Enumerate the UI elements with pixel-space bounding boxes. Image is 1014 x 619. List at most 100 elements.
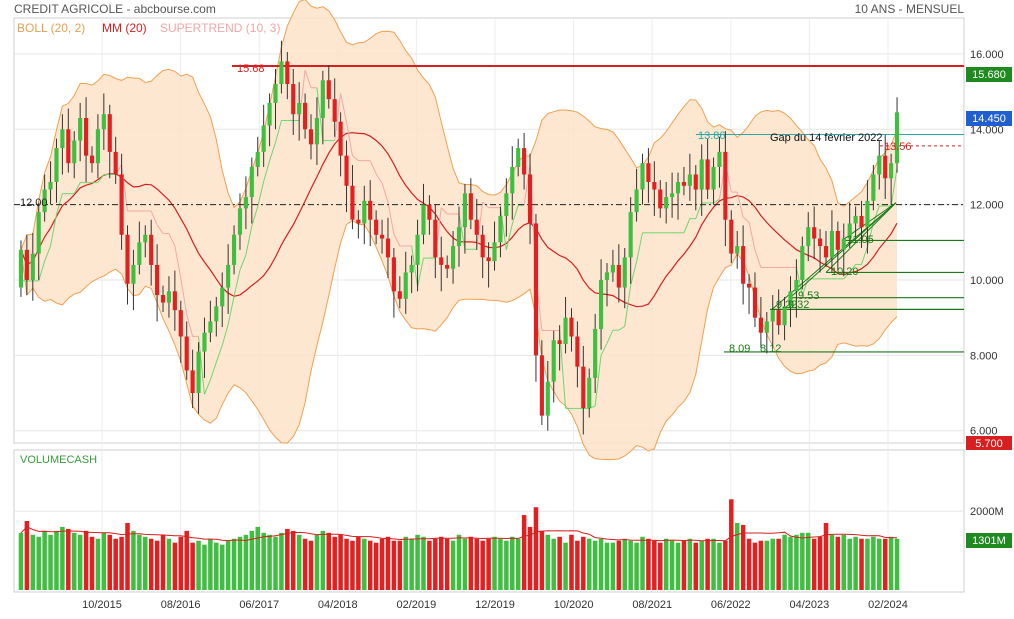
candle-body [717, 151, 722, 167]
candle-body [853, 215, 858, 224]
supertrend-segment [227, 296, 235, 325]
supertrend-segment [38, 260, 46, 282]
volume-bar [640, 536, 645, 590]
badge-low [966, 436, 1012, 450]
candle-body [664, 197, 669, 209]
volume-bar [888, 536, 894, 590]
candle-body [545, 381, 550, 416]
supertrend-segment [221, 324, 229, 346]
volume-bar [752, 542, 758, 590]
time-tick-label: 04/2018 [318, 599, 358, 611]
volume-bar [823, 522, 829, 590]
candle-body [255, 151, 260, 167]
annotation-s5: 9.32 [788, 299, 809, 311]
axes: 16.000 14.000 12.000 10.000 8.000 6.000 2000M 1… [82, 49, 1004, 611]
supertrend-segment [316, 87, 324, 141]
volume-bar [373, 542, 379, 590]
candle-body [18, 249, 24, 288]
volume-bar [811, 538, 817, 590]
supertrend-segment [239, 254, 247, 271]
volume-bar [705, 538, 710, 590]
volume-bar [60, 526, 65, 590]
price-levels [14, 64, 964, 353]
candle-body [616, 264, 621, 288]
volume-bar [592, 540, 598, 590]
candle-body [788, 291, 793, 307]
volume-bar [521, 515, 527, 590]
candle-body [628, 212, 633, 258]
volume-bar [279, 532, 284, 590]
candle-body [297, 102, 302, 115]
time-tick-label: 02/2019 [397, 599, 437, 611]
candle-body [646, 163, 651, 183]
candle-body [308, 129, 314, 145]
volume-bar [421, 536, 426, 590]
volume-bar [604, 542, 610, 590]
supertrend-segment [795, 267, 803, 296]
badge-last-label: 14.450 [972, 113, 1006, 125]
candle-body [699, 159, 704, 190]
annotation-s7: 8.12 [760, 343, 781, 355]
supertrend-segment [156, 224, 164, 234]
volume-bar [148, 538, 154, 590]
volume-bar [397, 540, 403, 590]
candle-body [237, 208, 243, 235]
volume-bar [95, 538, 101, 590]
supertrend-segment [251, 206, 259, 227]
volume-bar [504, 540, 509, 590]
candle-body [776, 310, 781, 326]
volume-bar [557, 536, 562, 590]
candle-body [190, 370, 195, 394]
volume-bar [409, 538, 414, 590]
candle-body [95, 129, 100, 164]
candle-body [445, 264, 450, 269]
supertrend-segment [174, 245, 182, 279]
time-tick-label: 04/2023 [790, 599, 830, 611]
volume-bar [77, 534, 83, 590]
volume-bar [107, 534, 113, 590]
volume-bar [847, 538, 852, 590]
candle-body [823, 246, 829, 258]
candle-body [806, 227, 811, 247]
volume-bar [243, 534, 249, 590]
volume-bar [190, 542, 195, 590]
candle-body [640, 163, 645, 190]
volume-bar [740, 524, 746, 590]
volume-bar [498, 538, 503, 590]
supertrend-segment [736, 191, 744, 218]
supertrend-segment [748, 222, 756, 251]
supertrend-segment [713, 198, 720, 204]
volume-bar [835, 536, 841, 590]
annotation-s2: 10.20 [831, 266, 859, 278]
volume-bar [628, 540, 633, 590]
candle-body [812, 227, 817, 239]
supertrend-segment [121, 164, 129, 212]
candle-body [794, 279, 799, 292]
candle-body [510, 166, 515, 194]
volume-bar [746, 538, 752, 590]
volume-bar [817, 536, 823, 590]
candle-body [267, 102, 272, 126]
badge-resistance-label: 15.680 [972, 69, 1006, 81]
candle-body [735, 246, 740, 254]
candle-body [877, 155, 882, 175]
candle-body [391, 257, 396, 292]
supertrend-segment [695, 202, 703, 219]
candle-body [220, 287, 225, 307]
legend-volume: VOLUMECASH [20, 454, 97, 466]
volume-bar [527, 526, 533, 590]
supertrend-segment [618, 325, 626, 331]
supertrend-segment [352, 155, 359, 162]
volume-bar [788, 536, 793, 590]
candle-body [48, 182, 53, 190]
candle-body [847, 223, 852, 239]
candle-body [451, 246, 456, 269]
candle-body [752, 287, 758, 318]
time-tick-label: 06/2017 [239, 599, 279, 611]
supertrend-segment [375, 173, 383, 184]
volume-bar [669, 540, 675, 590]
candle-body [338, 121, 343, 156]
volume-bar [687, 538, 693, 590]
supertrend-segment [186, 314, 194, 337]
legend-boll: BOLL (20, 2) [17, 21, 85, 35]
